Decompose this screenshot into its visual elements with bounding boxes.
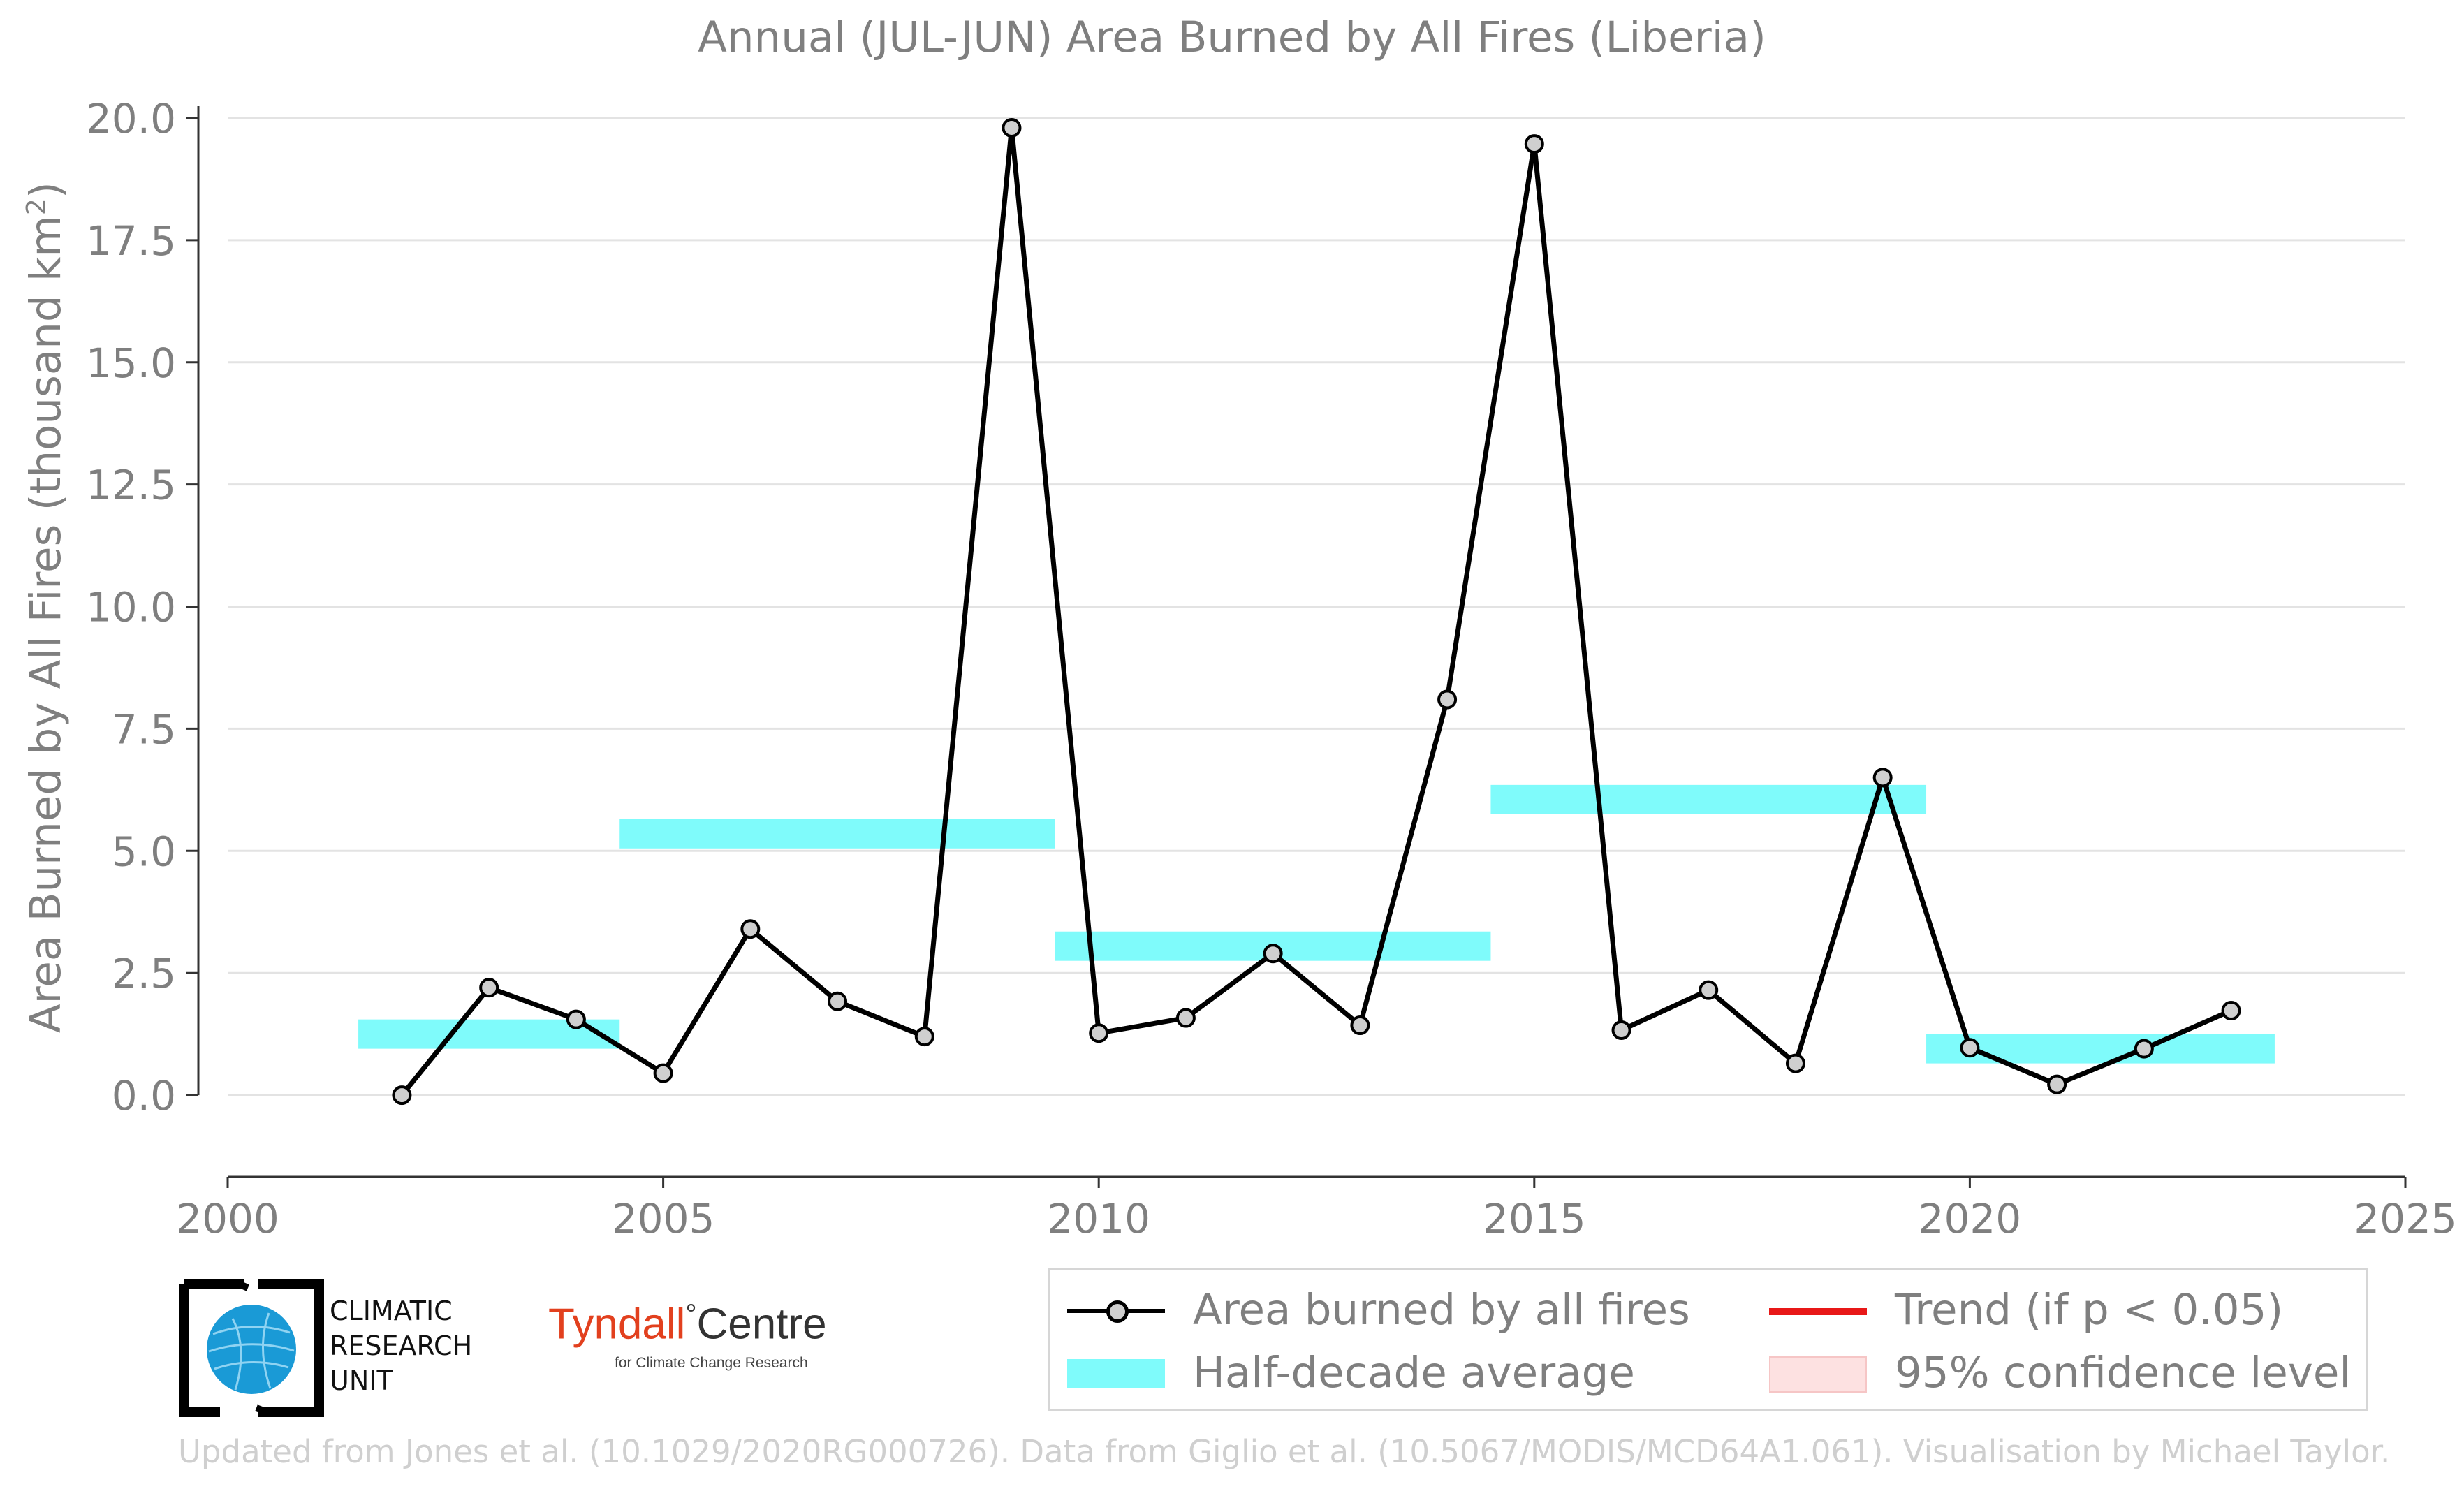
half-decade-band — [1490, 784, 1927, 814]
legend-label-half-decade: Half-decade average — [1193, 1348, 1635, 1398]
data-point — [914, 1027, 934, 1047]
data-point — [479, 978, 499, 998]
series-line — [399, 125, 2232, 1097]
data-point — [1002, 117, 1022, 138]
y-tick-label: 10.0 — [86, 584, 176, 631]
cru-line-3: UNIT — [330, 1365, 393, 1396]
legend-item-area: Area burned by all fires — [1067, 1285, 1690, 1335]
cru-logo-text: CLIMATIC RESEARCH UNIT — [330, 1293, 472, 1398]
data-point — [828, 991, 848, 1011]
chart-title: Annual (JUL-JUN) Area Burned by All Fire… — [698, 13, 1766, 62]
x-tick-label: 2025 — [2354, 1195, 2457, 1242]
y-tick-label: 2.5 — [112, 950, 176, 997]
tyndall-subtitle: for Climate Change Research — [615, 1355, 808, 1371]
data-point — [653, 1063, 673, 1083]
tyndall-degree: ° — [685, 1299, 697, 1330]
tyndall-centre: Centre — [696, 1300, 827, 1349]
data-point — [392, 1085, 412, 1106]
data-point — [1960, 1038, 1980, 1058]
y-tick-label: 12.5 — [86, 462, 176, 509]
data-point — [1524, 134, 1544, 154]
grid-lines — [228, 117, 2405, 1096]
legend-confidence-band-icon — [1769, 1352, 1867, 1394]
legend-item-trend: Trend (if p < 0.05) — [1769, 1285, 2283, 1335]
cru-line-1: CLIMATIC — [330, 1296, 453, 1326]
x-tick-label: 2015 — [1483, 1195, 1586, 1242]
y-tick-label: 0.0 — [112, 1072, 176, 1120]
half-decade-band — [619, 819, 1055, 849]
data-point — [2134, 1039, 2154, 1059]
legend-label-trend: Trend (if p < 0.05) — [1895, 1285, 2284, 1335]
x-tick-label: 2005 — [612, 1195, 715, 1242]
x-tick-label: 2020 — [1919, 1195, 2022, 1242]
legend-label-confidence: 95% confidence level — [1895, 1348, 2352, 1398]
legend: Area burned by all fires Half-decade ave… — [1048, 1268, 2368, 1411]
tyndall-name: Tyndall — [548, 1300, 686, 1349]
legend-item-half-decade: Half-decade average — [1067, 1348, 1635, 1398]
data-point — [2047, 1074, 2067, 1094]
data-point — [1089, 1023, 1109, 1043]
chart-plot: 0.0 2.5 5.0 7.5 10.0 12.5 15.0 17.5 20.0 2000 2005… — [86, 95, 2457, 1242]
axes: 0.0 2.5 5.0 7.5 10.0 12.5 15.0 17.5 20.0 2000 2005… — [86, 95, 2457, 1242]
data-point — [740, 919, 761, 939]
cru-line-2: RESEARCH — [330, 1330, 473, 1361]
legend-line-marker-icon — [1067, 1289, 1165, 1331]
tyndall-logo: Tyndall°Centre for Climate Change Resear… — [548, 1299, 827, 1371]
legend-item-confidence: 95% confidence level — [1769, 1348, 2351, 1398]
y-tick-label: 7.5 — [112, 705, 176, 753]
data-point — [1872, 768, 1893, 788]
legend-trend-line-icon — [1769, 1289, 1867, 1331]
legend-label-area: Area burned by all fires — [1193, 1285, 1690, 1335]
cru-logo-icon — [179, 1279, 324, 1417]
data-point — [1785, 1053, 1805, 1073]
data-point — [1611, 1020, 1631, 1041]
footer-credits: Updated from Jones et al. (10.1029/2020R… — [178, 1433, 2391, 1470]
x-tick-label: 2000 — [176, 1195, 279, 1242]
data-point — [2221, 1001, 2241, 1021]
series-layer — [392, 117, 2241, 1106]
x-tick-label: 2010 — [1047, 1195, 1150, 1242]
data-point — [1699, 980, 1719, 1000]
data-point — [1437, 689, 1458, 710]
half-decade-band — [1926, 1034, 2275, 1064]
data-point — [1175, 1008, 1196, 1028]
y-tick-label: 5.0 — [112, 828, 176, 875]
y-tick-label: 20.0 — [86, 95, 176, 142]
y-tick-label: 17.5 — [86, 217, 176, 265]
data-point — [1350, 1015, 1370, 1036]
data-point — [566, 1009, 586, 1029]
y-tick-label: 15.0 — [86, 339, 176, 387]
half-decade-bands — [358, 784, 2275, 1064]
legend-band-icon — [1067, 1352, 1165, 1394]
data-point — [1263, 944, 1283, 964]
